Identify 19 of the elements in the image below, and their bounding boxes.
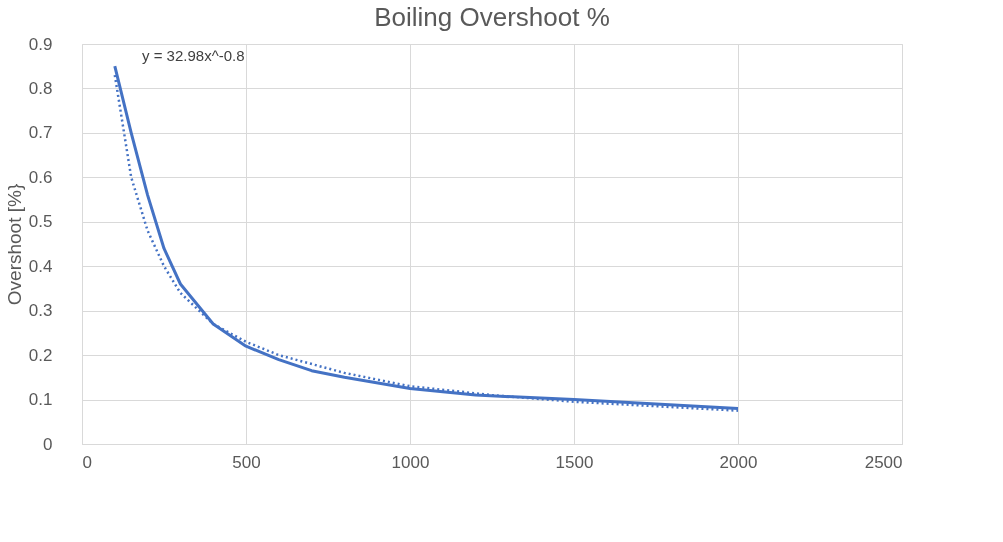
y-tick-label: 0.6 <box>28 167 53 187</box>
x-tick-label: 1500 <box>555 452 594 472</box>
x-tick-label: 2000 <box>719 452 758 472</box>
y-tick-label: 0.9 <box>28 34 53 54</box>
x-tick-label: 500 <box>232 452 261 472</box>
annotation: y = 32.98x^-0.8 <box>142 47 245 64</box>
x-tick-label: 0 <box>82 452 92 472</box>
y-tick-label: 0.8 <box>28 78 53 98</box>
y-axis-title: Overshoot [%} <box>3 183 25 306</box>
y-tick-label: 0.7 <box>28 123 53 143</box>
y-tick-label: 0.4 <box>28 256 53 276</box>
y-tick-label: 0.3 <box>28 301 53 321</box>
y-tick-label: 0.1 <box>28 390 53 410</box>
x-tick-label: 1000 <box>391 452 430 472</box>
y-tick-label: 0.2 <box>28 345 53 365</box>
chart-title: Boiling Overshoot % <box>374 2 610 32</box>
y-tick-label: 0 <box>43 434 53 454</box>
y-tick-label: 0.5 <box>28 212 53 232</box>
x-tick-label: 2500 <box>864 452 903 472</box>
